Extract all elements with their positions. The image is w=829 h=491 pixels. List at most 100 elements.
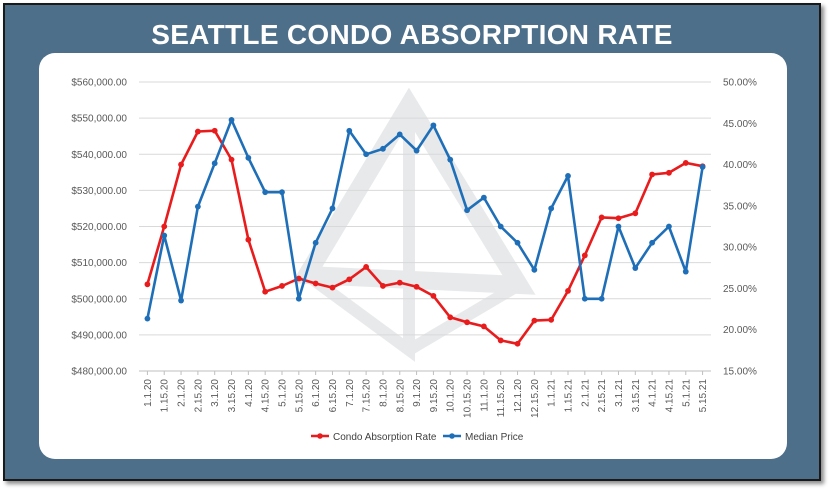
left-tick-label: $550,000.00	[71, 114, 127, 125]
x-tick-label: 6.1.20	[311, 379, 322, 407]
x-tick-label: 8.15.20	[395, 379, 406, 413]
x-tick-label: 10.1.20	[446, 379, 457, 413]
data-point-median-price	[699, 163, 706, 170]
page-title: SEATTLE CONDO ABSORPTION RATE	[151, 19, 673, 50]
data-point-absorption-rate	[380, 283, 386, 289]
x-tick-label: 11.1.20	[479, 379, 490, 412]
data-point-median-price	[548, 205, 555, 212]
x-tick-label: 1.15.20	[160, 379, 171, 413]
data-point-absorption-rate	[649, 171, 656, 178]
data-point-median-price	[615, 223, 622, 230]
series-line-median-price	[146, 118, 704, 319]
data-point-median-price	[531, 266, 538, 273]
legend-label-median: Median Price	[465, 432, 524, 443]
data-point-absorption-rate	[531, 317, 538, 324]
x-tick-label: 9.1.20	[412, 379, 423, 407]
data-point-median-price	[396, 131, 403, 138]
data-point-median-price	[514, 239, 521, 246]
data-point-absorption-rate	[262, 288, 269, 295]
data-point-median-price	[245, 154, 252, 161]
x-axis-ticks: 1.1.20 1.15.20 2.1.20 2.15.20 3.1.20 3.15.20 4…	[143, 371, 709, 418]
data-point-median-price	[666, 223, 672, 230]
data-point-median-price	[211, 160, 218, 167]
right-tick-label: 45.00%	[723, 119, 757, 130]
x-tick-label: 11.15.20	[496, 379, 507, 418]
left-tick-label: $510,000.00	[71, 258, 127, 269]
data-point-absorption-rate	[565, 288, 571, 294]
x-tick-label: 5.1.21	[681, 379, 692, 407]
x-tick-label: 1.1.20	[143, 379, 154, 407]
data-point-median-price	[228, 117, 235, 123]
left-axis-ticks: $480,000.00 $490,000.00 $500,000.00 $510,00…	[71, 78, 127, 378]
x-tick-label: 3.15.21	[631, 379, 642, 413]
watermark-logo	[291, 87, 536, 362]
right-tick-label: 20.00%	[723, 325, 757, 336]
series-line-absorption-rate	[146, 129, 703, 346]
data-point-absorption-rate	[598, 214, 605, 221]
data-point-absorption-rate	[514, 340, 521, 347]
x-tick-label: 1.15.21	[564, 379, 575, 413]
data-point-median-price	[279, 189, 285, 196]
left-tick-label: $500,000.00	[71, 294, 127, 305]
gridlines	[139, 81, 711, 372]
left-tick-label: $530,000.00	[71, 186, 127, 197]
left-tick-label: $560,000.00	[71, 78, 127, 89]
x-tick-label: 7.1.20	[345, 379, 356, 407]
data-point-absorption-rate	[548, 316, 555, 323]
x-tick-label: 10.15.20	[463, 379, 474, 418]
data-point-absorption-rate	[497, 337, 504, 344]
data-point-absorption-rate	[413, 283, 420, 290]
data-point-median-price	[649, 239, 656, 246]
chart-frame: SEATTLE CONDO ABSORPTION RATE $480,000.0…	[3, 3, 821, 481]
x-tick-label: 3.15.20	[227, 379, 238, 413]
data-point-absorption-rate	[329, 284, 336, 291]
data-point-absorption-rate	[632, 210, 639, 217]
x-tick-label: 5.1.20	[278, 379, 289, 407]
left-tick-label: $480,000.00	[71, 367, 127, 378]
legend-label-absorption: Condo Absorption Rate	[333, 432, 437, 443]
data-point-absorption-rate	[279, 283, 285, 289]
data-point-median-price	[194, 203, 201, 210]
data-point-median-price	[329, 205, 336, 212]
x-tick-label: 7.15.20	[362, 379, 373, 413]
right-axis-ticks: 15.00% 20.00% 25.00% 30.00% 35.00% 40.00% 45.0…	[723, 78, 757, 378]
data-point-absorption-rate	[480, 323, 487, 330]
data-point-median-price	[295, 295, 302, 302]
data-point-median-price	[178, 297, 184, 304]
data-point-median-price	[632, 265, 639, 271]
legend-marker-median	[449, 433, 455, 439]
data-point-absorption-rate	[194, 128, 201, 135]
x-tick-label: 1.1.21	[547, 379, 558, 407]
data-point-absorption-rate	[396, 279, 403, 286]
x-tick-label: 4.1.20	[244, 379, 255, 407]
data-point-absorption-rate	[666, 169, 672, 176]
x-tick-label: 2.1.20	[177, 379, 188, 407]
data-point-absorption-rate	[161, 223, 168, 230]
data-point-absorption-rate	[430, 292, 437, 299]
x-tick-label: 2.1.21	[580, 379, 591, 407]
data-point-absorption-rate	[363, 264, 370, 270]
data-point-absorption-rate	[346, 276, 353, 283]
legend-marker-absorption	[317, 433, 323, 439]
x-tick-label: 8.1.20	[378, 379, 389, 407]
data-point-absorption-rate	[312, 280, 319, 287]
data-point-median-price	[682, 268, 689, 275]
x-tick-label: 4.1.21	[648, 379, 659, 407]
data-point-median-price	[161, 232, 168, 239]
right-tick-label: 25.00%	[723, 284, 757, 295]
chart-panel: $480,000.00 $490,000.00 $500,000.00 $510,00…	[39, 53, 787, 459]
data-point-median-price	[581, 295, 588, 302]
x-tick-label: 5.15.21	[698, 379, 709, 413]
data-point-absorption-rate	[447, 314, 454, 321]
data-point-median-price	[144, 315, 151, 322]
data-point-absorption-rate	[178, 161, 184, 168]
data-point-median-price	[346, 127, 353, 134]
left-tick-label: $540,000.00	[71, 150, 127, 161]
right-tick-label: 30.00%	[723, 243, 757, 254]
data-point-median-price	[380, 145, 386, 152]
left-tick-label: $520,000.00	[71, 222, 127, 233]
x-tick-label: 4.15.20	[261, 379, 272, 413]
x-tick-label: 2.15.21	[597, 379, 608, 413]
right-tick-label: 40.00%	[723, 160, 757, 171]
x-tick-label: 3.1.21	[614, 379, 625, 407]
